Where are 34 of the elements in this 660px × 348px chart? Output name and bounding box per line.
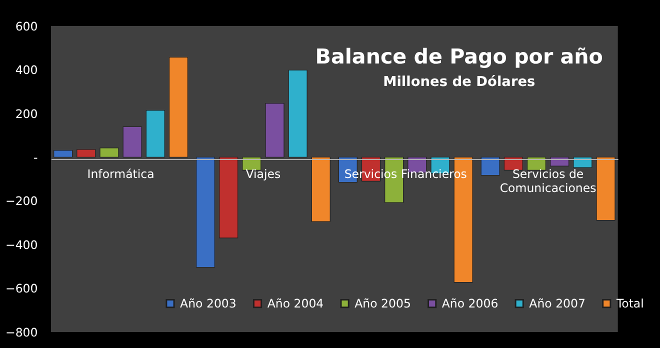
legend-label: Total [615, 296, 644, 311]
text: Balance de Pago por año [315, 44, 603, 68]
bar [100, 148, 119, 158]
bar [122, 126, 142, 158]
y-tick-label: 200 [15, 106, 38, 121]
bar [596, 156, 616, 221]
bar [146, 110, 165, 158]
y-tick-label: −200 [5, 194, 38, 208]
bar [76, 149, 96, 158]
legend-label: Año 2003 [180, 296, 236, 311]
legend-label: Año 2004 [267, 296, 324, 311]
bar [526, 156, 546, 171]
legend-label: Año 2007 [529, 296, 586, 311]
text: Millones de Dólares [383, 74, 536, 90]
legend-label: Año 2005 [354, 296, 411, 311]
x-tick-label: Viajes [246, 167, 281, 182]
bar [288, 70, 308, 158]
bar [480, 156, 500, 176]
bar [168, 56, 188, 158]
bar [196, 156, 216, 268]
y-tick-label: - [34, 150, 38, 165]
legend-label: Año 2006 [442, 296, 498, 311]
bar [311, 156, 330, 222]
y-tick-label: −800 [5, 325, 38, 340]
x-tick-label: Informática [87, 167, 154, 182]
x-tick-label: Servicios de Comunicaciones [500, 167, 596, 195]
y-tick-label: 400 [15, 63, 38, 78]
bar [573, 156, 592, 168]
bar [265, 103, 284, 158]
y-tick-label: −400 [5, 238, 38, 252]
y-tick-label: −600 [5, 282, 38, 296]
bar [219, 156, 238, 238]
bar [54, 150, 73, 158]
y-tick-label: 600 [15, 19, 38, 34]
